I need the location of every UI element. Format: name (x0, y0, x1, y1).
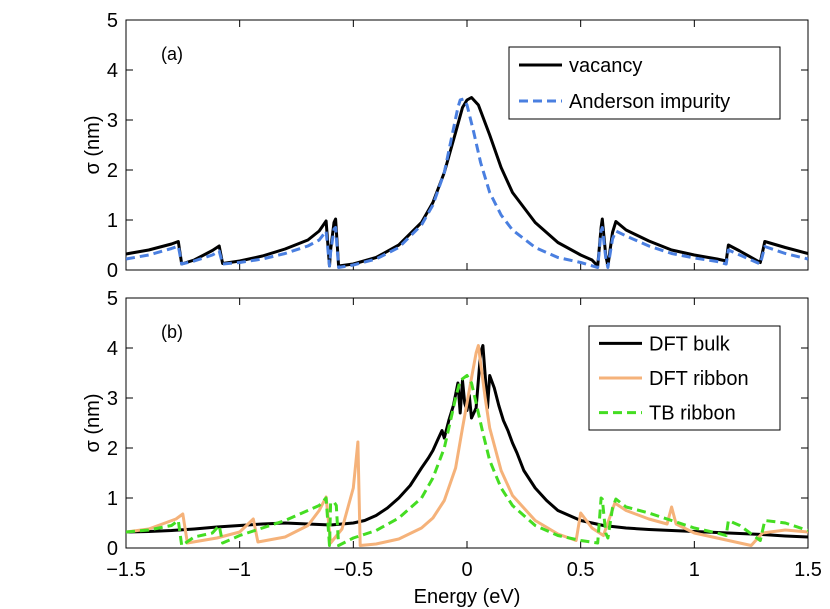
y-tick-label: 3 (107, 388, 118, 410)
y-tick-label: 1 (107, 210, 118, 232)
x-tick-label: −1 (228, 559, 251, 581)
legend-entry: TB ribbon (649, 403, 736, 425)
y-tick-label: 1 (107, 488, 118, 510)
x-tick-label: 1 (689, 559, 700, 581)
series-line-anderson-impurity (126, 97, 808, 269)
x-tick-label: 0 (461, 559, 472, 581)
y-tick-label: 0 (107, 260, 118, 282)
y-tick-label: 3 (107, 110, 118, 132)
legend-entry: DFT bulk (649, 333, 731, 355)
legend-entry: vacancy (569, 55, 642, 77)
y-tick-label: 5 (107, 288, 118, 310)
y-axis-title: σ (nm) (82, 115, 104, 174)
series-line-tb-ribbon (126, 374, 808, 547)
y-tick-label: 5 (107, 10, 118, 32)
x-axis-title: Energy (eV) (414, 586, 521, 608)
legend-entry: Anderson impurity (569, 91, 730, 113)
x-tick-label: 0.5 (567, 559, 595, 581)
y-tick-label: 2 (107, 160, 118, 182)
x-tick-label: −0.5 (334, 559, 373, 581)
y-tick-label: 0 (107, 538, 118, 560)
x-tick-label: 1.5 (794, 559, 822, 581)
panel-a: 0 1 2 3 4 5 σ (nm) (a) vacancy Anderson impurity (82, 10, 809, 282)
panel-label: (a) (161, 44, 183, 64)
y-axis-title: σ (nm) (82, 393, 104, 452)
panel-b: −1.5 −1 −0.5 0 0.5 1 1.5 0 1 2 3 4 5 σ (nm) Energy (eV… (82, 288, 822, 608)
y-tick-label: 2 (107, 438, 118, 460)
legend-box (508, 46, 781, 120)
y-tick-label: 4 (107, 338, 118, 360)
x-tick-label: −1.5 (106, 559, 145, 581)
series-line-vacancy (126, 96, 808, 268)
legend-entry: DFT ribbon (649, 368, 749, 390)
panel-label: (b) (161, 322, 183, 342)
y-tick-label: 4 (107, 60, 118, 82)
